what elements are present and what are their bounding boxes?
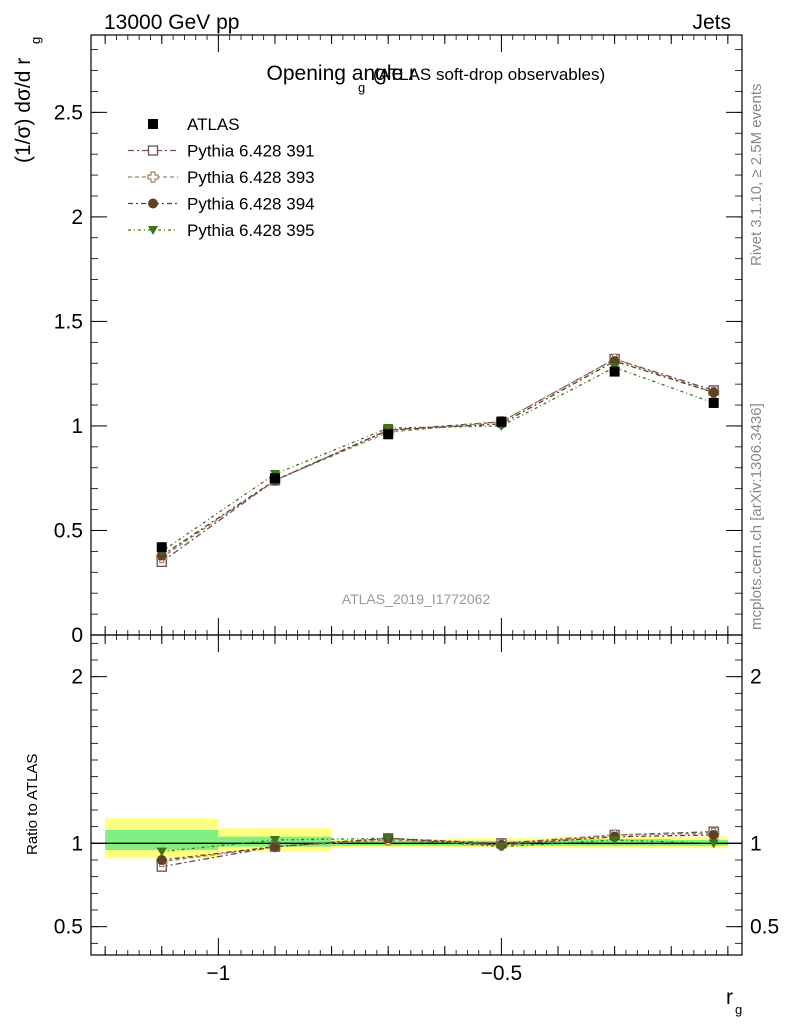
x-axis-label-subscript: g	[735, 1002, 742, 1017]
legend: ATLAS Pythia 6.428 391 Pythia 6.428 393 Pyt…	[128, 115, 315, 240]
y-tick-label: 2	[71, 666, 83, 689]
ratio-plot-panel: 0.5 0.5 1 1 2 2 −1 −0.5	[54, 634, 779, 985]
mcplots-note: mcplots.cern.ch [arXiv:1306.3436]	[748, 403, 765, 630]
legend-label: Pythia 6.428 393	[187, 168, 315, 187]
legend-label: Pythia 6.428 391	[187, 142, 315, 161]
ratio-data-point	[496, 842, 507, 852]
ratio-data-point	[156, 855, 167, 865]
plot-title-subscript: g	[358, 80, 365, 95]
legend-marker	[147, 171, 159, 183]
y-tick-label: 0.5	[54, 519, 83, 542]
legend-label: Pythia 6.428 395	[187, 221, 315, 240]
data-point	[708, 387, 719, 398]
series-line	[161, 358, 714, 559]
ratio-series-line	[161, 834, 714, 861]
header-process: 13000 GeV pp	[104, 11, 239, 34]
ratio-y-axis-label: Ratio to ATLAS	[24, 754, 41, 855]
plot-title: Opening angle r	[267, 62, 416, 85]
ratio-series-line	[161, 832, 714, 863]
data-point	[383, 424, 394, 434]
legend-label: ATLAS	[187, 115, 240, 134]
ratio-series-line	[161, 837, 714, 853]
main-y-axis-label: (1/σ) dσ/d r	[12, 58, 35, 163]
plot-title-suffix: (ATLAS soft-drop observables)	[373, 65, 605, 84]
data-point	[383, 429, 394, 440]
y-tick-label: 2.5	[54, 101, 83, 124]
y-tick-label: 0	[71, 624, 83, 647]
legend-marker	[147, 145, 159, 156]
x-tick-label: −0.5	[481, 962, 522, 985]
uncertainty-band-stat	[105, 830, 219, 850]
ratio-data-point	[609, 836, 620, 845]
x-tick-label: −1	[206, 962, 230, 985]
y-tick-label-right: 0.5	[750, 916, 779, 939]
legend-marker	[148, 119, 158, 129]
legend-label: Pythia 6.428 394	[187, 195, 315, 214]
ratio-data-point	[708, 830, 719, 840]
ratio-data-point	[269, 841, 280, 852]
data-point	[708, 397, 719, 408]
plot-frame	[90, 634, 743, 956]
x-axis-label: r	[726, 986, 733, 1009]
series-line	[161, 360, 714, 557]
data-point	[269, 473, 280, 484]
y-tick-label-right: 1	[750, 832, 762, 855]
y-tick-label: 2	[71, 206, 83, 229]
main-y-axis-label-subscript: g	[28, 37, 43, 44]
series-line	[161, 366, 714, 552]
legend-marker	[148, 198, 158, 209]
data-point	[496, 416, 507, 427]
ratio-data-point	[383, 834, 394, 844]
data-point	[609, 366, 620, 377]
y-tick-label: 1	[71, 415, 83, 438]
data-point	[156, 542, 167, 553]
ratio-data-point	[269, 836, 280, 845]
analysis-watermark: ATLAS_2019_I1772062	[342, 591, 491, 607]
rivet-note: Rivet 3.1.10, ≥ 2.5M events	[748, 84, 765, 267]
y-tick-label: 0.5	[54, 916, 83, 939]
y-tick-label: 1.5	[54, 310, 83, 333]
ratio-data-point	[708, 839, 719, 849]
legend-marker	[148, 226, 158, 235]
header-category: Jets	[692, 11, 731, 34]
series-line	[161, 358, 714, 563]
y-tick-label: 1	[71, 832, 83, 855]
ratio-data-point	[156, 847, 167, 857]
y-tick-label-right: 2	[750, 666, 762, 689]
